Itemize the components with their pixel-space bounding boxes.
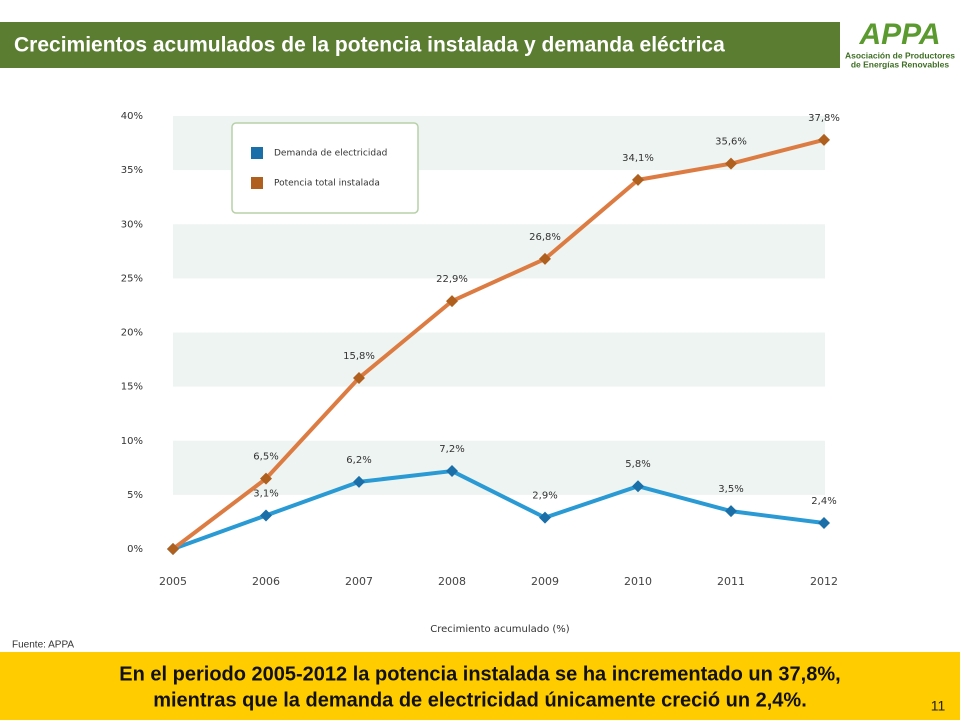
marker	[632, 173, 644, 186]
y-tick-label: 15%	[121, 382, 143, 393]
data-label: 6,2%	[346, 455, 371, 466]
summary-bar	[0, 652, 960, 720]
y-tick-label: 35%	[121, 165, 143, 176]
summary-text: En el periodo 2005-2012 la potencia inst…	[119, 663, 840, 685]
data-label: 3,5%	[718, 484, 743, 495]
data-label: 35,6%	[715, 137, 747, 148]
data-label: 5,8%	[625, 459, 650, 470]
data-label: 3,1%	[253, 488, 278, 499]
data-label: 2,4%	[811, 496, 836, 507]
grid-band	[173, 224, 825, 279]
y-tick-label: 30%	[121, 219, 143, 230]
x-tick-label: 2011	[717, 575, 745, 588]
plot: 0% 5% 10% 15% 20% 25% 30% 35% 40% 2005 2006 2007 200…	[121, 111, 840, 588]
data-label: 22,9%	[436, 274, 468, 285]
data-label: 7,2%	[439, 444, 464, 455]
series-line	[172, 469, 825, 551]
series-line	[171, 137, 825, 551]
y-tick-label: 20%	[121, 328, 143, 339]
marker	[446, 465, 458, 478]
y-tick-label: 40%	[121, 111, 143, 122]
summary-text: mientras que la demanda de electricidad …	[153, 689, 807, 711]
marker	[632, 480, 644, 493]
legend-box	[231, 122, 419, 214]
y-tick-label: 5%	[127, 490, 143, 501]
marker	[353, 475, 365, 488]
y-tick-label: 10%	[121, 436, 143, 447]
x-tick-label: 2012	[810, 575, 838, 588]
marker	[725, 157, 737, 170]
slide-title: Crecimientos acumulados de la potencia i…	[14, 34, 725, 57]
x-axis-title: Crecimiento acumulado (%)	[430, 624, 570, 635]
grid-band	[173, 332, 825, 387]
page-number: 11	[931, 698, 946, 714]
x-tick-label: 2010	[624, 575, 652, 588]
source: Fuente: APPA	[12, 640, 74, 651]
x-tick-label: 2006	[252, 575, 280, 588]
grid-band	[173, 440, 825, 495]
legend-label: Potencia total instalada	[274, 179, 380, 189]
x-tick-label: 2009	[531, 575, 559, 588]
marker	[725, 505, 737, 518]
x-tick-label: 2005	[159, 575, 187, 588]
marker	[260, 472, 272, 485]
marker	[167, 543, 179, 555]
logo: APPA	[858, 18, 940, 51]
y-tick-label: 0%	[127, 544, 143, 555]
logo-subtitle: de Energías Renovables	[851, 59, 950, 69]
marker	[818, 133, 830, 146]
legend-label: Demanda de electricidad	[274, 149, 387, 159]
x-tick-label: 2008	[438, 575, 466, 588]
marker	[539, 511, 551, 524]
legend-swatch	[251, 147, 263, 159]
marker	[446, 295, 458, 308]
data-label: 2,9%	[532, 491, 557, 502]
data-label: 26,8%	[529, 232, 561, 243]
logo-subtitle: Asociación de Productores	[845, 50, 955, 60]
data-label: 34,1%	[622, 153, 654, 164]
marker	[539, 252, 551, 265]
marker	[818, 517, 830, 530]
data-label: 37,8%	[808, 113, 840, 124]
marker	[260, 509, 272, 522]
data-label: 6,5%	[253, 452, 278, 463]
x-tick-label: 2007	[345, 575, 373, 588]
title-bar	[0, 22, 840, 68]
data-label: 15,8%	[343, 351, 375, 362]
legend-swatch	[251, 177, 263, 189]
y-tick-label: 25%	[121, 273, 143, 284]
marker	[353, 371, 365, 384]
